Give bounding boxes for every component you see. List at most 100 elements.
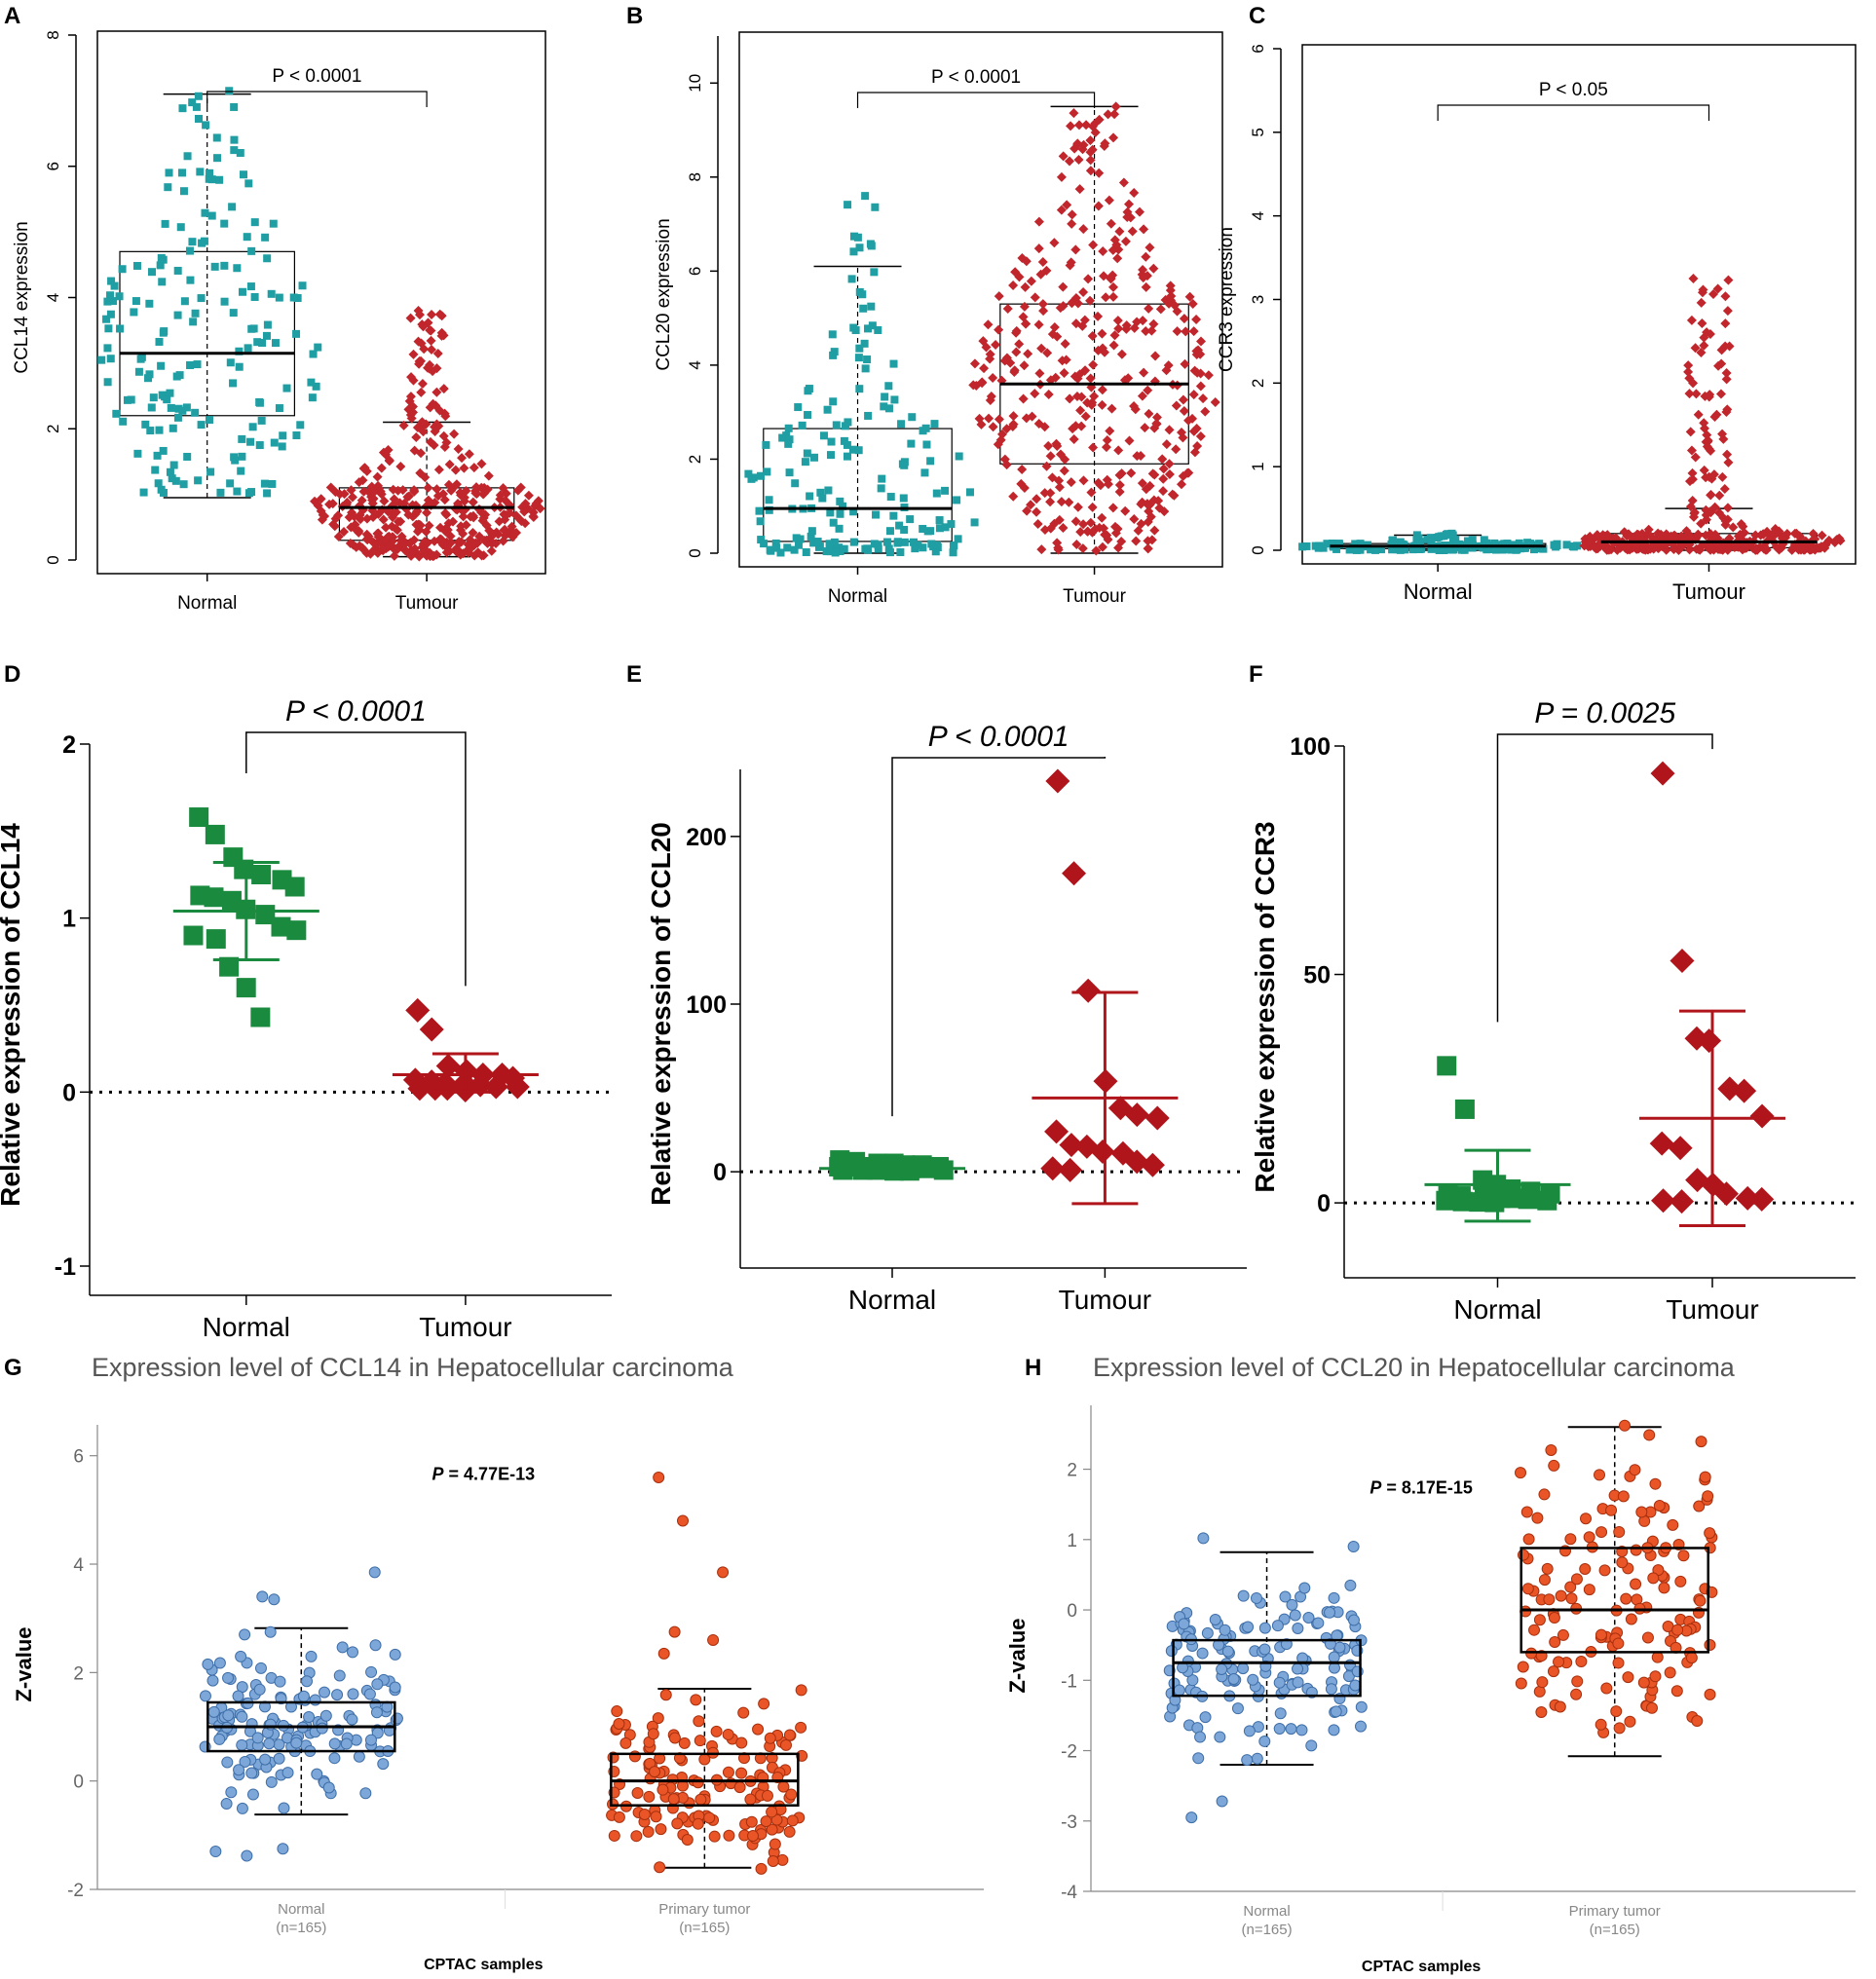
data-point <box>207 211 216 220</box>
data-point <box>1592 530 1602 541</box>
data-point <box>405 538 416 548</box>
data-point <box>929 542 938 551</box>
data-point <box>371 1678 384 1691</box>
data-point <box>351 541 361 552</box>
group-normal <box>172 807 319 1027</box>
group-normal <box>97 87 322 499</box>
data-point <box>885 548 894 557</box>
data-point <box>843 440 851 449</box>
data-point <box>255 398 264 407</box>
data-point <box>1518 1189 1538 1210</box>
data-point <box>1651 1651 1664 1663</box>
data-point <box>425 325 435 336</box>
data-point <box>1664 1666 1676 1679</box>
data-point <box>1699 418 1709 429</box>
data-point <box>1722 503 1733 513</box>
data-point <box>367 498 378 508</box>
data-point <box>373 508 384 519</box>
data-point <box>999 355 1010 366</box>
data-point <box>1113 323 1124 334</box>
data-point <box>853 233 862 242</box>
data-point <box>1377 545 1386 554</box>
data-point <box>505 507 515 518</box>
panel-letter-c: C <box>1249 3 1265 29</box>
data-point <box>1231 1702 1244 1715</box>
data-point <box>1020 281 1031 292</box>
data-point <box>988 422 998 432</box>
data-point <box>1094 522 1105 533</box>
data-point <box>228 203 237 211</box>
data-point <box>1008 411 1019 422</box>
data-point <box>206 168 214 177</box>
data-point <box>347 1688 359 1700</box>
data-point <box>207 1705 220 1718</box>
data-point <box>1014 272 1025 282</box>
data-point <box>221 1756 234 1769</box>
data-point <box>464 449 474 460</box>
data-point <box>826 508 835 517</box>
data-point <box>1709 411 1720 422</box>
data-point <box>722 1728 734 1740</box>
data-point <box>1469 1192 1489 1213</box>
data-point <box>1021 318 1032 329</box>
data-point <box>794 403 803 412</box>
data-point <box>297 1690 310 1702</box>
data-point <box>722 1766 734 1778</box>
data-point <box>354 526 364 537</box>
significance-bracket <box>856 92 1096 108</box>
data-point <box>1714 490 1725 501</box>
data-point <box>461 519 471 530</box>
data-point <box>1564 1581 1577 1593</box>
y-tick-label: 0 <box>1317 1190 1331 1217</box>
data-point <box>414 356 425 367</box>
data-point <box>500 524 510 535</box>
data-point <box>511 527 522 538</box>
data-point <box>1032 494 1042 504</box>
data-point <box>930 420 939 429</box>
data-point <box>870 268 879 277</box>
data-point <box>1319 543 1328 552</box>
data-point <box>459 496 469 506</box>
data-point <box>186 360 195 369</box>
data-point <box>897 420 906 429</box>
data-point <box>1258 1735 1271 1747</box>
data-point <box>807 527 816 536</box>
data-point <box>293 294 302 303</box>
data-point <box>1171 444 1182 455</box>
data-point <box>1201 1626 1214 1639</box>
data-point <box>864 411 873 420</box>
data-point <box>1188 390 1199 400</box>
data-point <box>1367 545 1375 554</box>
data-point <box>1617 1490 1630 1503</box>
data-point <box>216 488 225 497</box>
data-point <box>816 488 825 497</box>
data-point <box>1169 300 1180 311</box>
data-point <box>1088 359 1099 370</box>
data-point <box>692 1776 704 1789</box>
data-point <box>1823 535 1834 545</box>
data-point <box>906 515 915 524</box>
data-point <box>1102 434 1112 445</box>
data-point <box>1683 360 1694 371</box>
data-point <box>1001 424 1012 434</box>
data-point <box>628 1750 641 1763</box>
data-point <box>479 535 490 545</box>
data-point <box>1069 143 1080 154</box>
data-point <box>1693 1500 1706 1512</box>
data-point <box>757 471 766 480</box>
data-point <box>941 486 950 495</box>
group-normal <box>1424 1056 1571 1223</box>
data-point <box>1085 155 1096 166</box>
data-point <box>921 424 930 432</box>
data-point <box>327 499 338 509</box>
data-point <box>146 427 155 435</box>
data-point <box>1130 404 1141 415</box>
data-point <box>1151 418 1162 429</box>
data-point <box>745 1815 758 1828</box>
data-point <box>1723 275 1734 285</box>
x-tick-label: Primary tumor <box>1569 1903 1661 1920</box>
data-point <box>469 463 479 473</box>
data-point <box>1082 397 1093 408</box>
data-point <box>1085 166 1096 176</box>
data-point <box>1685 427 1696 437</box>
